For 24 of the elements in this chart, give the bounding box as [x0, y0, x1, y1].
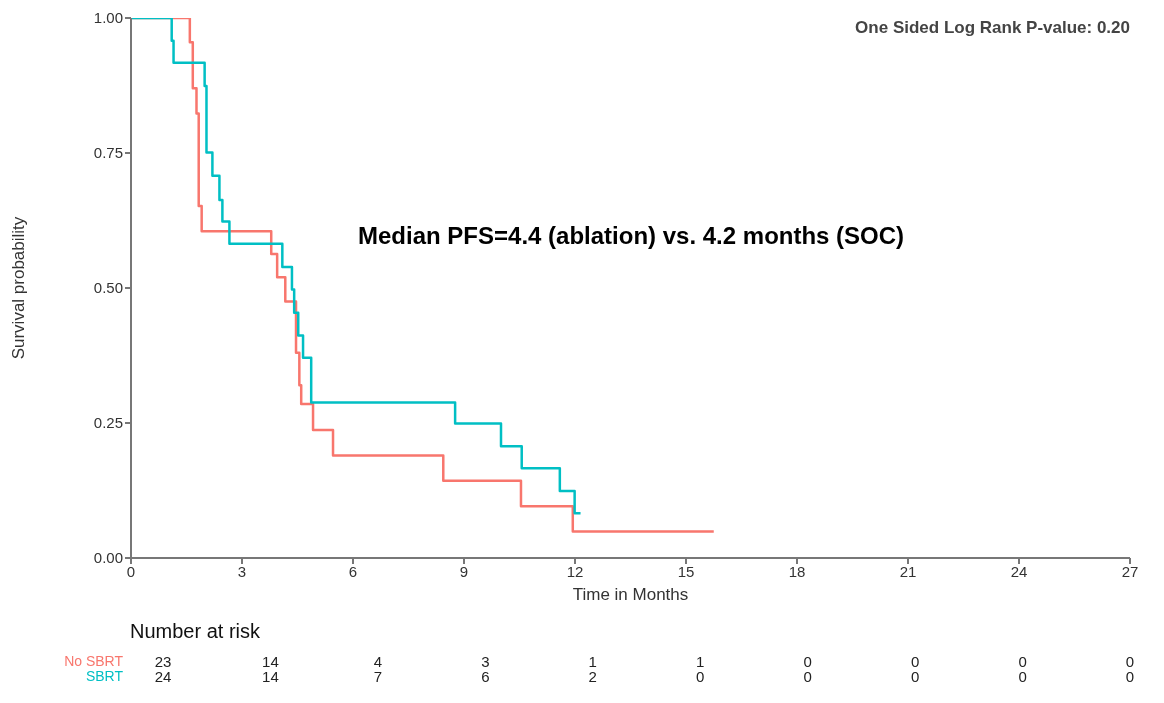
x-tick-label: 6	[348, 562, 358, 580]
y-tick-label: 1.00	[93, 9, 123, 27]
x-tick-label: 27	[1121, 562, 1139, 580]
x-tick-label: 21	[899, 562, 917, 580]
x-tick-label: 18	[788, 562, 806, 580]
x-tick-label: 15	[677, 562, 695, 580]
x-axis-title: Time in Months	[572, 585, 689, 604]
text: Number at risk	[130, 620, 261, 643]
annotation: Median PFS=4.4 (ablation) vs. 4.2 months (SOC)	[358, 222, 905, 250]
text: 24 14 7 6 2 0 0 0 0 0	[154, 668, 1135, 685]
text: SBRT	[85, 668, 123, 684]
x-tick-label: 3	[237, 562, 247, 580]
y-tick-label: 0.00	[93, 549, 123, 567]
x-tick-label: 9	[459, 562, 469, 580]
y-tick-label: 0.75	[93, 144, 123, 162]
x-tick-label: 12	[566, 562, 584, 580]
text: 23 14 4 3 1 1 0 0 0 0	[154, 653, 1135, 670]
y-tick-label: 0.25	[93, 414, 123, 432]
y-tick-label: 0.50	[93, 279, 123, 297]
x-tick-label: 0	[126, 562, 136, 580]
annotation: One Sided Log Rank P-value: 0.20	[855, 18, 1130, 38]
x-tick-label: 24	[1010, 562, 1028, 580]
text: No SBRT	[64, 653, 123, 669]
y-axis-title: Survival probability	[9, 216, 29, 360]
